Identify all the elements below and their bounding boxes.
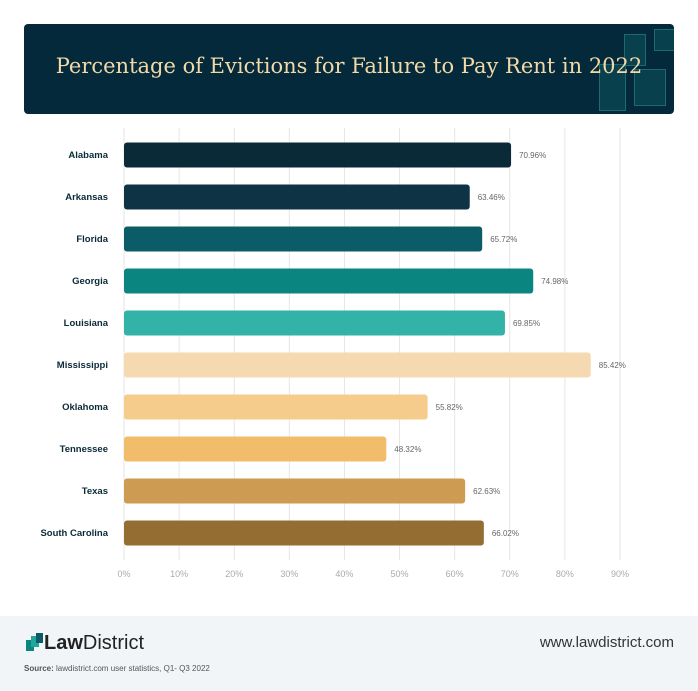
data-label: 69.85%: [513, 319, 540, 328]
data-label: 55.82%: [436, 403, 463, 412]
website-url: www.lawdistrict.com: [539, 634, 674, 651]
category-label: Louisiana: [64, 318, 109, 329]
data-label: 70.96%: [519, 151, 546, 160]
bar-chart: 0% 10% 20% 30% 40% 50% 60% 70% 80% 90% Alabama 70.9…: [40, 128, 629, 579]
x-tick-label: 20%: [225, 569, 243, 579]
bar: [124, 394, 428, 420]
bar: [124, 436, 387, 462]
bar: [124, 226, 483, 252]
decoration: [624, 34, 646, 66]
logo-icon: [26, 633, 43, 651]
category-label: Arkansas: [65, 192, 108, 203]
category-label: Oklahoma: [62, 402, 109, 413]
decoration: [599, 64, 626, 111]
data-label: 48.32%: [394, 445, 421, 454]
x-tick-label: 30%: [280, 569, 298, 579]
footer: LawDistrict www.lawdistrict.com Source: …: [0, 616, 698, 691]
x-tick-label: 70%: [501, 569, 519, 579]
category-label: Tennessee: [60, 444, 108, 455]
category-label: Florida: [76, 234, 108, 245]
x-tick-label: 80%: [556, 569, 574, 579]
x-tick-label: 90%: [611, 569, 629, 579]
decoration: [634, 69, 666, 106]
data-label: 74.98%: [541, 277, 568, 286]
category-label: Alabama: [68, 150, 108, 161]
data-label: 85.42%: [599, 361, 626, 370]
chart-title: Percentage of Evictions for Failure to P…: [55, 54, 643, 78]
x-tick-label: 0%: [117, 569, 130, 579]
category-label: Mississippi: [57, 360, 108, 371]
logo-text-bold: Law: [44, 632, 83, 654]
source-label: Source:: [24, 664, 54, 673]
bar: [124, 268, 534, 294]
lawdistrict-logo: LawDistrict: [24, 632, 144, 655]
bar: [124, 478, 466, 504]
logo-text: District: [82, 632, 145, 654]
x-tick-label: 40%: [335, 569, 353, 579]
bar: [124, 310, 505, 336]
x-tick-label: 10%: [170, 569, 188, 579]
source-text: lawdistrict.com user statistics, Q1- Q3 …: [53, 664, 210, 673]
data-label: 66.02%: [492, 529, 519, 538]
x-tick-label: 60%: [446, 569, 464, 579]
bar: [124, 520, 484, 546]
data-label: 63.46%: [478, 193, 505, 202]
bar: [124, 352, 591, 378]
category-label: South Carolina: [40, 528, 108, 539]
data-label: 62.63%: [473, 487, 500, 496]
bar: [124, 142, 512, 168]
x-tick-label: 50%: [391, 569, 409, 579]
title-banner: Percentage of Evictions for Failure to P…: [24, 24, 674, 114]
category-label: Texas: [82, 486, 108, 497]
bar: [124, 184, 470, 210]
data-label: 65.72%: [490, 235, 517, 244]
decoration: [654, 29, 674, 51]
source-note: Source: lawdistrict.com user statistics,…: [24, 664, 210, 673]
category-label: Georgia: [72, 276, 109, 287]
